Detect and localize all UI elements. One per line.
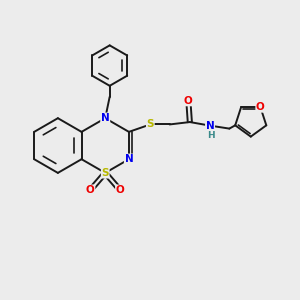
Text: S: S bbox=[101, 168, 109, 178]
Text: S: S bbox=[147, 119, 154, 129]
Text: O: O bbox=[256, 102, 265, 112]
Text: O: O bbox=[116, 185, 124, 195]
Text: H: H bbox=[207, 130, 214, 140]
Text: O: O bbox=[184, 96, 193, 106]
Text: N: N bbox=[101, 113, 110, 123]
Text: N: N bbox=[124, 154, 133, 164]
Text: N: N bbox=[206, 121, 214, 130]
Text: O: O bbox=[86, 185, 95, 195]
